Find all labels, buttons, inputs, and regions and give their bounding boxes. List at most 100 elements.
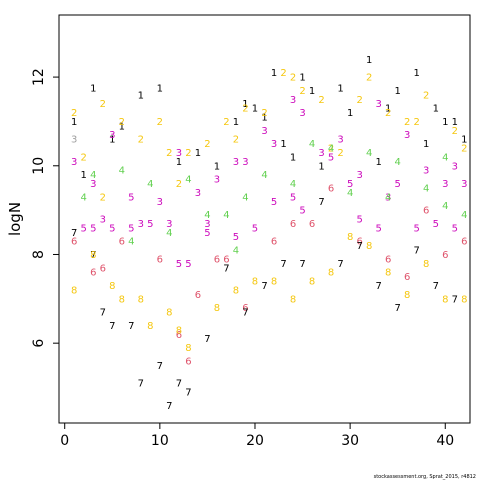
data-point-label: 3 xyxy=(204,219,210,230)
data-point-label: 2 xyxy=(71,108,77,119)
data-point-label: 8 xyxy=(147,321,153,332)
data-point-label: 2 xyxy=(385,108,391,119)
data-point-label: 3 xyxy=(138,219,144,230)
data-point-label: 7 xyxy=(138,379,144,390)
data-point-label: 8 xyxy=(214,303,220,314)
data-point-label: 2 xyxy=(280,68,286,79)
data-point-label: 8 xyxy=(90,250,96,261)
data-point-label: 1 xyxy=(461,135,467,146)
data-point-label: 8 xyxy=(252,277,258,288)
data-point-label: 1 xyxy=(176,157,182,168)
data-point-label: 7 xyxy=(261,281,267,292)
data-point-label: 4 xyxy=(385,192,391,203)
x-tick-label: 10 xyxy=(151,433,169,449)
data-point-label: 7 xyxy=(414,246,420,257)
y-axis-title: logN xyxy=(6,202,24,236)
data-point-label: 4 xyxy=(185,175,191,186)
data-point-label: 5 xyxy=(271,197,277,208)
data-point-label: 6 xyxy=(290,219,296,230)
data-point-label: 1 xyxy=(157,84,163,95)
data-point-label: 1 xyxy=(375,157,381,168)
data-point-label: 8 xyxy=(423,259,429,270)
data-point-label: 4 xyxy=(166,228,172,239)
data-point-label: 6 xyxy=(185,356,191,367)
y-tick-label: 8 xyxy=(31,250,47,259)
data-point-label: 4 xyxy=(366,148,372,159)
data-point-label: 8 xyxy=(290,294,296,305)
data-point-label: 2 xyxy=(318,95,324,106)
data-point-label: 3 xyxy=(100,215,106,226)
data-point-label: 7 xyxy=(318,197,324,208)
data-point-label: 2 xyxy=(204,139,210,150)
data-point-label: 4 xyxy=(395,157,401,168)
data-point-label: 2 xyxy=(176,179,182,190)
data-point-label: 3 xyxy=(271,139,277,150)
data-point-label: 3 xyxy=(299,108,305,119)
data-point-label: 2 xyxy=(423,90,429,101)
data-point-label: 1 xyxy=(290,152,296,163)
data-point-label: 7 xyxy=(166,401,172,412)
data-point-label: 8 xyxy=(166,308,172,319)
data-point-label: 5 xyxy=(299,206,305,217)
data-point-label: 4 xyxy=(347,188,353,199)
data-point-label: 6 xyxy=(157,254,163,265)
data-point-label: 8 xyxy=(109,281,115,292)
data-point-label: 2 xyxy=(185,148,191,159)
data-point-label: 1 xyxy=(452,117,458,128)
data-point-label: 3 xyxy=(290,95,296,106)
data-point-label: 2 xyxy=(290,73,296,84)
data-point-label: 5 xyxy=(290,192,296,203)
data-point-label: 7 xyxy=(280,259,286,270)
data-point-label: 3 xyxy=(318,148,324,159)
data-point-label: 6 xyxy=(195,290,201,301)
y-axis: 6 8 10 12 xyxy=(31,68,59,348)
data-point-label: 2 xyxy=(119,117,125,128)
data-point-label: 7 xyxy=(242,308,248,319)
data-point-label: 5 xyxy=(128,192,134,203)
data-point-label: 6 xyxy=(223,254,229,265)
data-point-label: 5 xyxy=(347,179,353,190)
data-point-label: 3 xyxy=(233,157,239,168)
data-point-label: 4 xyxy=(461,210,467,221)
data-point-label: 1 xyxy=(242,99,248,110)
data-point-label: 6 xyxy=(385,254,391,265)
data-point-label: 4 xyxy=(147,179,153,190)
data-point-label: 1 xyxy=(71,117,77,128)
data-point-label: 7 xyxy=(176,379,182,390)
data-point-label: 1 xyxy=(195,148,201,159)
data-point-label: 3 xyxy=(423,166,429,177)
data-point-label: 5 xyxy=(433,219,439,230)
data-point-label: 2 xyxy=(166,148,172,159)
data-point-label: 7 xyxy=(185,387,191,398)
data-point-label: 1 xyxy=(119,121,125,132)
data-point-label: 2 xyxy=(100,99,106,110)
data-point-label: 1 xyxy=(385,104,391,115)
data-point-label: 6 xyxy=(404,272,410,283)
plot-frame xyxy=(58,14,471,424)
data-point-label: 6 xyxy=(242,303,248,314)
data-point-label: 2 xyxy=(404,117,410,128)
data-point-label: 6 xyxy=(442,250,448,261)
y-tick-label: 12 xyxy=(31,68,47,86)
data-point-label: 6 xyxy=(71,237,77,248)
data-point-label: 7 xyxy=(299,259,305,270)
data-point-label: 3 xyxy=(71,157,77,168)
data-point-label: 7 xyxy=(433,281,439,292)
data-point-label: 3 xyxy=(375,99,381,110)
data-point-label: 3 xyxy=(385,192,391,203)
data-point-label: 5 xyxy=(356,215,362,226)
data-point-label: 8 xyxy=(442,294,448,305)
data-point-label: 1 xyxy=(299,73,305,84)
x-tick-label: 40 xyxy=(436,433,454,449)
data-point-label: 1 xyxy=(309,86,315,97)
data-point-label: 2 xyxy=(452,126,458,137)
data-point-label: 6 xyxy=(423,206,429,217)
data-point-label: 8 xyxy=(347,232,353,243)
data-point-label: 7 xyxy=(157,361,163,372)
data-point-label: 2 xyxy=(223,117,229,128)
data-point-label: 3 xyxy=(166,219,172,230)
data-point-label: 6 xyxy=(100,263,106,274)
data-point-label: 5 xyxy=(176,259,182,270)
data-point-label: 7 xyxy=(356,241,362,252)
